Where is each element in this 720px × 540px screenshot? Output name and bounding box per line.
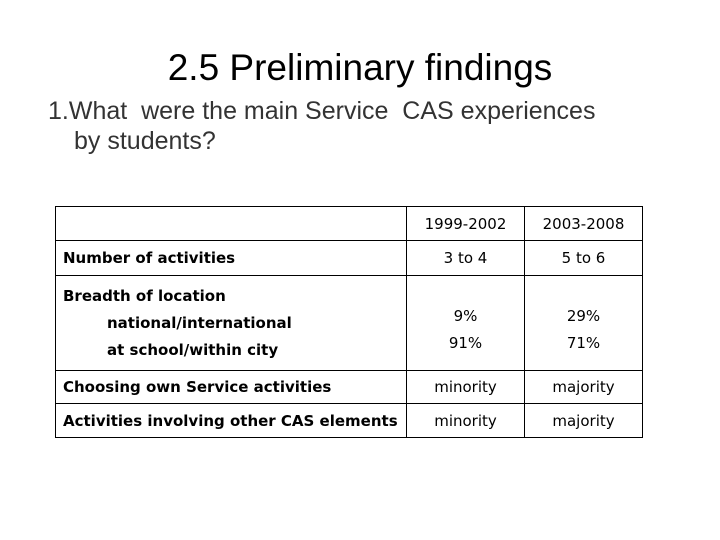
row-label-breadth-of-location: Breadth of location national/internation…: [55, 275, 407, 371]
question-line-2: by students?: [74, 127, 216, 155]
row-label-main: Breadth of location: [63, 286, 226, 305]
sub-label-national: national/international: [107, 313, 292, 332]
cell-value: 91%: [448, 334, 483, 352]
research-question: 1.What were the main Service CAS experie…: [48, 96, 688, 156]
header-period-1999-2002: 1999-2002: [406, 206, 525, 241]
table-row: Breadth of location national/internation…: [55, 275, 643, 371]
row-label-number-of-activities: Number of activities: [55, 240, 407, 276]
sub-label-school: at school/within city: [107, 340, 279, 359]
cell-value: 29%: [566, 307, 601, 325]
table-row: Number of activities 3 to 4 5 to 6: [55, 240, 643, 276]
cell-value: majority: [524, 370, 643, 404]
cell-value: 9%: [453, 307, 478, 325]
cell-value: minority: [406, 370, 525, 404]
table-row: Activities involving other CAS elements …: [55, 403, 643, 438]
header-period-2003-2008: 2003-2008: [524, 206, 643, 241]
cell-value-group: 29% 71%: [524, 275, 643, 371]
table-row: Choosing own Service activities minority…: [55, 370, 643, 404]
cell-value: majority: [524, 403, 643, 438]
slide-title: 2.5 Preliminary findings: [167, 47, 553, 88]
cell-value: 71%: [566, 334, 601, 352]
cell-value: minority: [406, 403, 525, 438]
cell-value: 3 to 4: [406, 240, 525, 276]
cell-value-group: 9% 91%: [406, 275, 525, 371]
row-label-activities-involving-cas: Activities involving other CAS elements: [55, 403, 407, 438]
cell-value: 5 to 6: [524, 240, 643, 276]
header-empty-cell: [55, 206, 407, 241]
findings-table: 1999-2002 2003-2008 Number of activities…: [55, 206, 643, 438]
row-label-choosing-own-service: Choosing own Service activities: [55, 370, 407, 404]
table-header-row: 1999-2002 2003-2008: [55, 206, 643, 241]
question-line-1: 1.What were the main Service CAS experie…: [48, 97, 596, 125]
